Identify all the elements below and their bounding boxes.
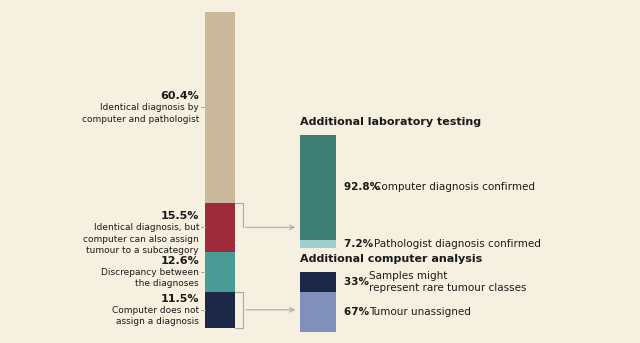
Bar <box>205 292 235 328</box>
Text: Tumour unassigned: Tumour unassigned <box>369 307 471 317</box>
Bar <box>300 292 336 332</box>
Text: 12.6%: 12.6% <box>160 256 199 266</box>
Bar <box>300 135 336 240</box>
Bar <box>205 252 235 292</box>
Bar <box>205 203 235 252</box>
Text: 7.2%: 7.2% <box>344 239 377 249</box>
Text: Additional laboratory testing: Additional laboratory testing <box>300 117 481 127</box>
Text: Discrepancy between
the diagnoses: Discrepancy between the diagnoses <box>101 268 199 288</box>
Text: Pathologist diagnosis confirmed: Pathologist diagnosis confirmed <box>374 239 541 249</box>
Text: Samples might
represent rare tumour classes: Samples might represent rare tumour clas… <box>369 271 527 293</box>
Text: 67%: 67% <box>344 307 372 317</box>
Bar <box>300 240 336 248</box>
Text: 11.5%: 11.5% <box>161 294 199 304</box>
Text: 33%: 33% <box>344 277 372 287</box>
Text: Additional computer analysis: Additional computer analysis <box>300 254 483 264</box>
Bar <box>300 272 336 292</box>
Text: Identical diagnosis by
computer and pathologist: Identical diagnosis by computer and path… <box>82 104 199 124</box>
Text: Identical diagnosis, but
computer can also assign
tumour to a subcategory: Identical diagnosis, but computer can al… <box>83 223 199 255</box>
Text: 15.5%: 15.5% <box>161 211 199 221</box>
Text: 92.8%: 92.8% <box>344 182 384 192</box>
Text: 60.4%: 60.4% <box>160 92 199 102</box>
Bar <box>205 12 235 203</box>
Text: Computer does not
assign a diagnosis: Computer does not assign a diagnosis <box>112 306 199 326</box>
Text: Computer diagnosis confirmed: Computer diagnosis confirmed <box>374 182 535 192</box>
